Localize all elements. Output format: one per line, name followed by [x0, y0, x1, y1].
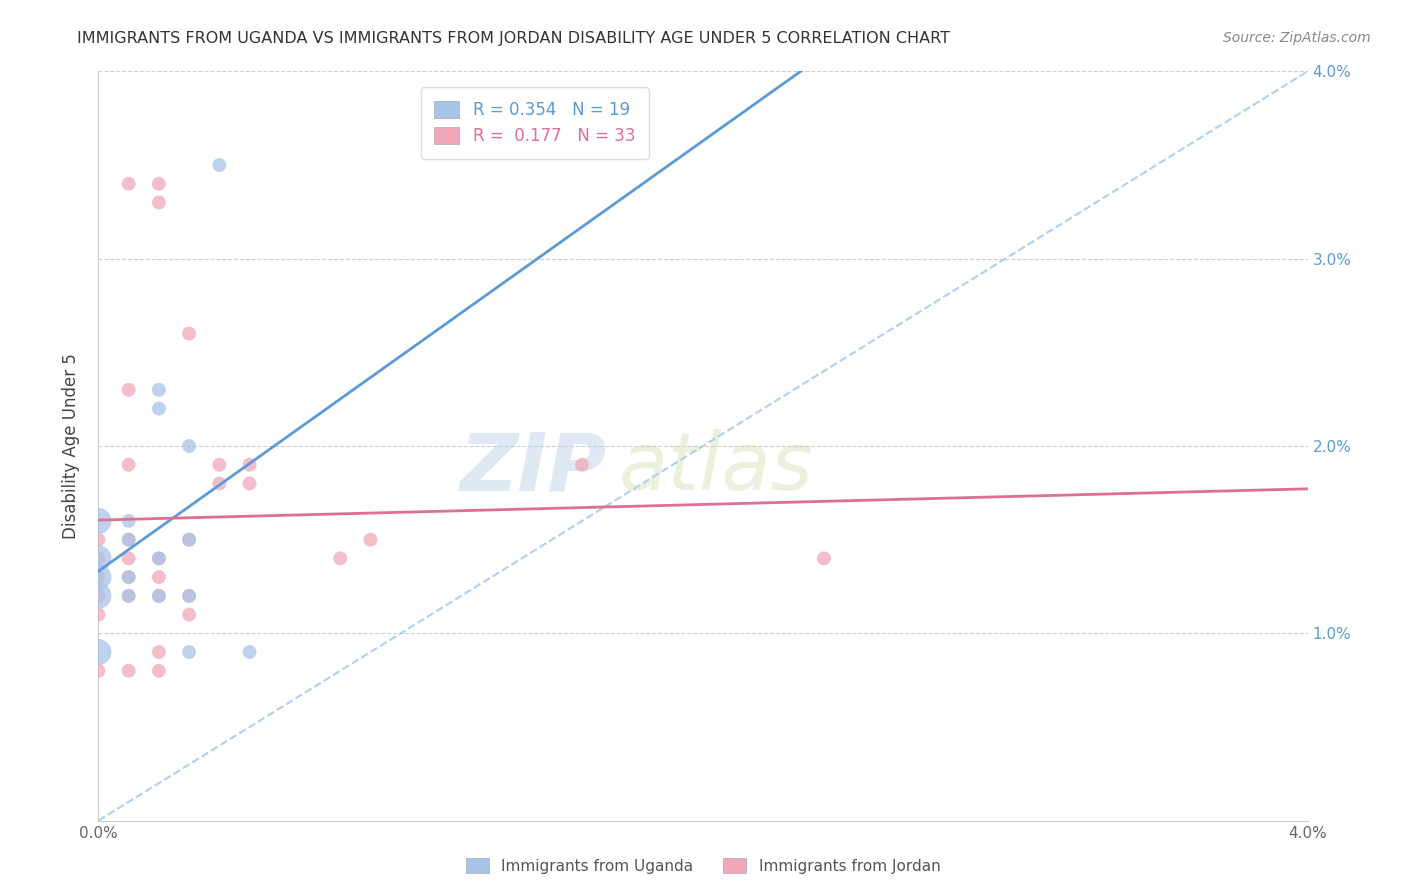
Text: IMMIGRANTS FROM UGANDA VS IMMIGRANTS FROM JORDAN DISABILITY AGE UNDER 5 CORRELAT: IMMIGRANTS FROM UGANDA VS IMMIGRANTS FRO… [77, 31, 950, 46]
Point [148, 589, 170, 603]
Point [118, 514, 141, 528]
Point [118, 458, 141, 472]
Point [179, 533, 201, 547]
Text: Source: ZipAtlas.com: Source: ZipAtlas.com [1223, 31, 1371, 45]
Point [329, 551, 352, 566]
Text: ZIP: ZIP [458, 429, 606, 508]
Point [148, 177, 170, 191]
Point [118, 664, 141, 678]
Point [179, 533, 201, 547]
Point [148, 589, 170, 603]
Point [360, 533, 382, 547]
Point [179, 589, 201, 603]
Point [571, 458, 593, 472]
Point [87, 533, 110, 547]
Point [87, 589, 110, 603]
Point [87, 551, 110, 566]
Point [118, 533, 141, 547]
Point [87, 664, 110, 678]
Legend: R = 0.354   N = 19, R =  0.177   N = 33: R = 0.354 N = 19, R = 0.177 N = 33 [422, 87, 648, 159]
Point [179, 439, 201, 453]
Point [118, 383, 141, 397]
Point [87, 645, 110, 659]
Point [118, 551, 141, 566]
Point [148, 195, 170, 210]
Point [148, 551, 170, 566]
Point [179, 607, 201, 622]
Point [239, 645, 262, 659]
Point [148, 645, 170, 659]
Point [118, 177, 141, 191]
Point [148, 551, 170, 566]
Point [87, 551, 110, 566]
Point [179, 589, 201, 603]
Point [239, 476, 262, 491]
Point [87, 607, 110, 622]
Point [87, 514, 110, 528]
Point [208, 476, 231, 491]
Point [87, 589, 110, 603]
Point [148, 570, 170, 584]
Point [148, 664, 170, 678]
Point [118, 589, 141, 603]
Point [87, 570, 110, 584]
Point [118, 570, 141, 584]
Point [208, 458, 231, 472]
Point [239, 458, 262, 472]
Point [118, 533, 141, 547]
Point [118, 589, 141, 603]
Legend: Immigrants from Uganda, Immigrants from Jordan: Immigrants from Uganda, Immigrants from … [460, 852, 946, 880]
Point [148, 383, 170, 397]
Point [179, 326, 201, 341]
Point [148, 401, 170, 416]
Y-axis label: Disability Age Under 5: Disability Age Under 5 [62, 353, 80, 539]
Point [813, 551, 835, 566]
Point [118, 570, 141, 584]
Text: atlas: atlas [619, 429, 813, 508]
Point [87, 570, 110, 584]
Point [179, 645, 201, 659]
Point [208, 158, 231, 172]
